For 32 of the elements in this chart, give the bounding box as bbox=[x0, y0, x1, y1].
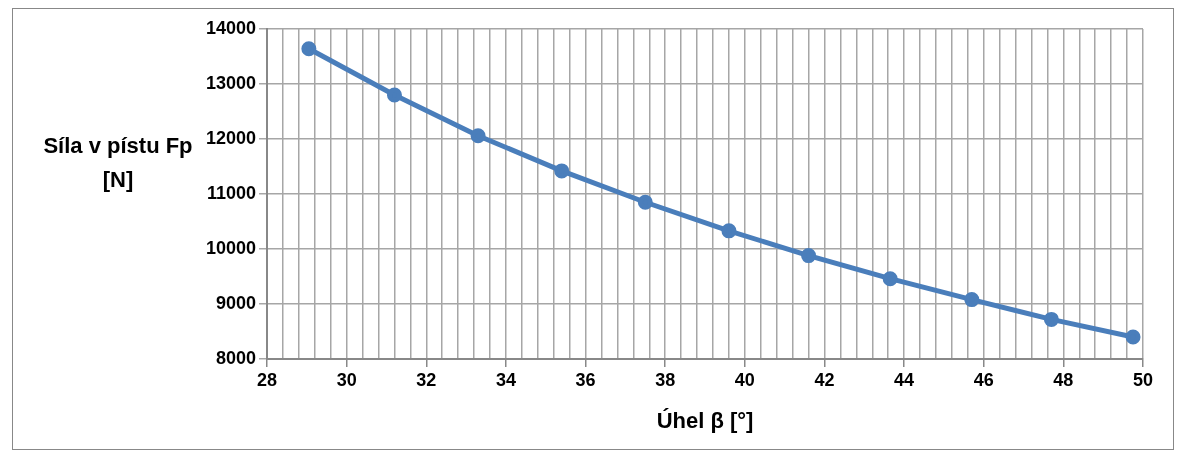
point bbox=[1043, 311, 1059, 327]
x-tick-label: 40 bbox=[734, 369, 755, 390]
point bbox=[637, 194, 653, 210]
point bbox=[470, 128, 486, 144]
y-tick-label: 10000 bbox=[205, 237, 257, 258]
point bbox=[882, 271, 898, 287]
y-tick-label: 8000 bbox=[216, 347, 257, 368]
x-tick-label: 50 bbox=[1132, 369, 1154, 390]
y-tick-label: 14000 bbox=[205, 17, 257, 38]
x-tick-label: 44 bbox=[894, 369, 915, 390]
point bbox=[554, 163, 570, 179]
x-tick-label: 38 bbox=[655, 369, 676, 390]
y-tick-label: 13000 bbox=[205, 72, 257, 93]
y-tick-label: 12000 bbox=[205, 127, 257, 148]
x-tick-label: 48 bbox=[1053, 369, 1074, 390]
point bbox=[301, 41, 317, 57]
point bbox=[386, 87, 402, 103]
x-tick-label: 28 bbox=[257, 369, 278, 390]
point bbox=[964, 292, 980, 308]
point bbox=[801, 248, 817, 264]
x-tick-label: 46 bbox=[973, 369, 994, 390]
x-tick-label: 34 bbox=[495, 369, 516, 390]
x-axis-title: Úhel β [°] bbox=[656, 407, 754, 433]
point bbox=[1125, 329, 1141, 345]
x-tick-label: 30 bbox=[336, 369, 357, 390]
y-tick-label: 9000 bbox=[216, 292, 257, 313]
y-axis-title: Síla v pístu Fp [N] bbox=[42, 132, 194, 194]
x-tick-label: 42 bbox=[814, 369, 835, 390]
x-tick-label: 32 bbox=[416, 369, 437, 390]
y-tick-label: 11000 bbox=[206, 182, 257, 203]
x-tick-label: 36 bbox=[575, 369, 596, 390]
point bbox=[721, 223, 737, 239]
